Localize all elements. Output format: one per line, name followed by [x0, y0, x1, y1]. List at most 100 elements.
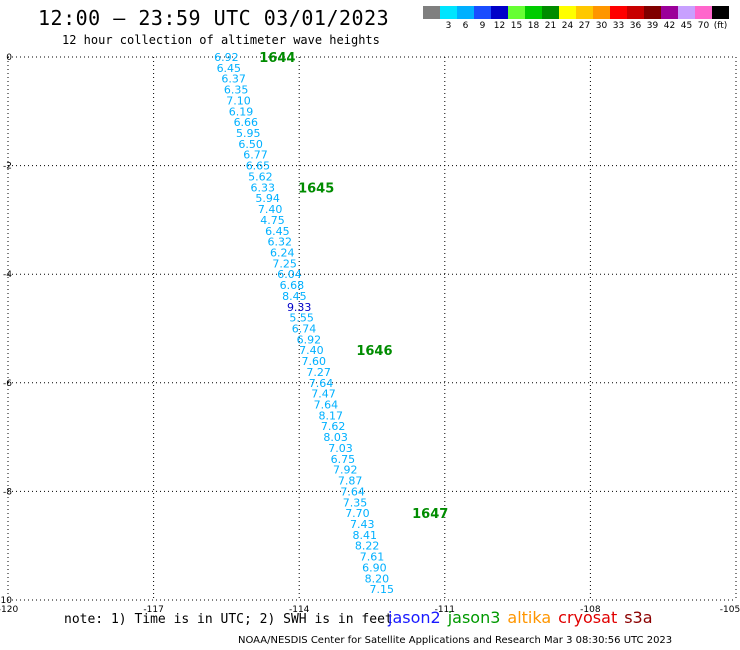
time-label: 1646: [356, 344, 392, 359]
colorbar-label: 33: [612, 21, 625, 31]
colorbar-swatch: [542, 6, 559, 19]
colorbar-label: 27: [578, 21, 591, 31]
swh-data-point: 6.68: [280, 279, 305, 292]
colorbar-label: 6: [462, 21, 469, 31]
swh-data-point: 7.27: [306, 366, 331, 379]
colorbar-label: 3: [445, 21, 452, 31]
swh-data-point: 6.24: [270, 246, 295, 259]
swh-data-point: 5.55: [289, 312, 314, 325]
colorbar-label: 15: [510, 21, 523, 31]
colorbar-label: 39: [646, 21, 659, 31]
x-tick-label: -111: [435, 605, 455, 615]
colorbar-swatch: [695, 6, 712, 19]
colorbar-swatch: [525, 6, 542, 19]
y-tick-label: -2: [3, 162, 12, 172]
y-tick-label: -8: [3, 487, 12, 497]
swh-data-point: 6.65: [246, 160, 271, 173]
swh-data-point: 8.20: [365, 572, 390, 585]
swh-data-point: 7.10: [226, 94, 251, 107]
colorbar-label: 24: [561, 21, 574, 31]
swh-data-point: 6.90: [362, 561, 387, 574]
colorbar-label: 42: [663, 21, 676, 31]
swh-data-point: 6.75: [331, 453, 356, 466]
swh-data-point: 6.45: [265, 225, 290, 238]
swh-data-point: 7.35: [343, 496, 368, 509]
colorbar-label: (ft): [713, 21, 728, 31]
swh-data-point: 7.64: [309, 377, 334, 390]
colorbar-label: 30: [595, 21, 608, 31]
colorbar-swatch: [440, 6, 457, 19]
x-tick-label: -114: [289, 605, 310, 615]
swh-data-point: 5.95: [236, 127, 261, 140]
x-tick-label: -120: [0, 605, 18, 615]
swh-data-point: 6.37: [221, 73, 246, 86]
colorbar-label: 36: [629, 21, 642, 31]
colorbar-swatch: [457, 6, 474, 19]
swh-data-point: 6.04: [277, 268, 302, 281]
colorbar-swatch: [627, 6, 644, 19]
swh-data-point: 7.43: [350, 518, 375, 531]
swh-data-point: 6.35: [224, 84, 249, 97]
swh-data-point: 7.62: [321, 420, 346, 433]
swh-data-point: 4.75: [260, 214, 285, 227]
swh-data-point: 5.62: [248, 170, 273, 183]
colorbar-label: 21: [544, 21, 557, 31]
map-subtitle: 12 hour collection of altimeter wave hei…: [62, 33, 380, 47]
swh-data-point: 7.64: [340, 485, 365, 498]
colorbar-label: 45: [680, 21, 693, 31]
colorbar-swatch: [559, 6, 576, 19]
legend-item-jason3: jason3: [447, 608, 501, 627]
y-tick-label: -10: [0, 596, 12, 606]
colorbar-label: 18: [527, 21, 540, 31]
swh-data-point: 8.41: [352, 529, 377, 542]
swh-data-point: 6.92: [297, 333, 322, 346]
swh-data-point: 6.32: [268, 236, 293, 249]
swh-data-point: 7.25: [272, 257, 297, 270]
colorbar-label: 70: [697, 21, 710, 31]
swh-data-point: 6.50: [238, 138, 263, 151]
swh-data-point: 6.77: [243, 149, 268, 162]
swh-data-point: 6.74: [292, 323, 317, 336]
swh-data-point: 7.87: [338, 475, 363, 488]
credit-line: NOAA/NESDIS Center for Satellite Applica…: [238, 635, 673, 646]
x-tick-label: -105: [720, 605, 740, 615]
satellite-legend: jason2 jason3 altika cryosat s3a: [388, 608, 660, 627]
x-tick-label: -108: [580, 605, 601, 615]
y-tick-label: -4: [3, 270, 12, 280]
swh-data-point: 8.17: [318, 409, 343, 422]
swh-data-point: 8.22: [355, 540, 380, 553]
colorbar-swatch: [610, 6, 627, 19]
swh-data-point: 7.61: [360, 551, 385, 564]
legend-item-cryosat: cryosat: [558, 608, 618, 627]
swh-data-point: 7.60: [302, 355, 327, 368]
swh-data-point: 5.94: [255, 192, 280, 205]
swh-data-point: 7.64: [314, 399, 339, 412]
colorbar-swatch: [644, 6, 661, 19]
units-note: note: 1) Time is in UTC; 2) SWH is in fe…: [64, 612, 393, 627]
swh-data-point: 8.03: [323, 431, 348, 444]
swh-data-point: 7.40: [258, 203, 283, 216]
y-tick-label: 0: [6, 53, 12, 63]
swh-data-point: 7.03: [328, 442, 353, 455]
swh-data-point: 7.40: [299, 344, 324, 357]
swh-data-point: 6.45: [217, 62, 242, 75]
colorbar-swatch: [712, 6, 729, 19]
swh-data-point: 9.33: [287, 301, 312, 314]
y-tick-label: -6: [3, 379, 12, 389]
swh-data-point: 7.92: [333, 464, 358, 477]
legend-item-jason2: jason2: [388, 608, 441, 627]
swh-data-point: 6.92: [214, 51, 239, 64]
colorbar-swatch: [678, 6, 695, 19]
swh-data-point: 6.66: [234, 116, 259, 129]
map-title: 12:00 – 23:59 UTC 03/01/2023: [38, 6, 390, 30]
colorbar-swatch: [576, 6, 593, 19]
colorbar-swatch: [423, 6, 440, 19]
time-label: 1645: [298, 181, 334, 196]
swh-data-point: 7.70: [345, 507, 370, 520]
colorbar-label: 12: [493, 21, 506, 31]
swh-data-point: 6.19: [229, 105, 254, 118]
colorbar-label: 9: [479, 21, 486, 31]
legend-item-s3a: s3a: [624, 608, 653, 627]
colorbar-swatch: [491, 6, 508, 19]
